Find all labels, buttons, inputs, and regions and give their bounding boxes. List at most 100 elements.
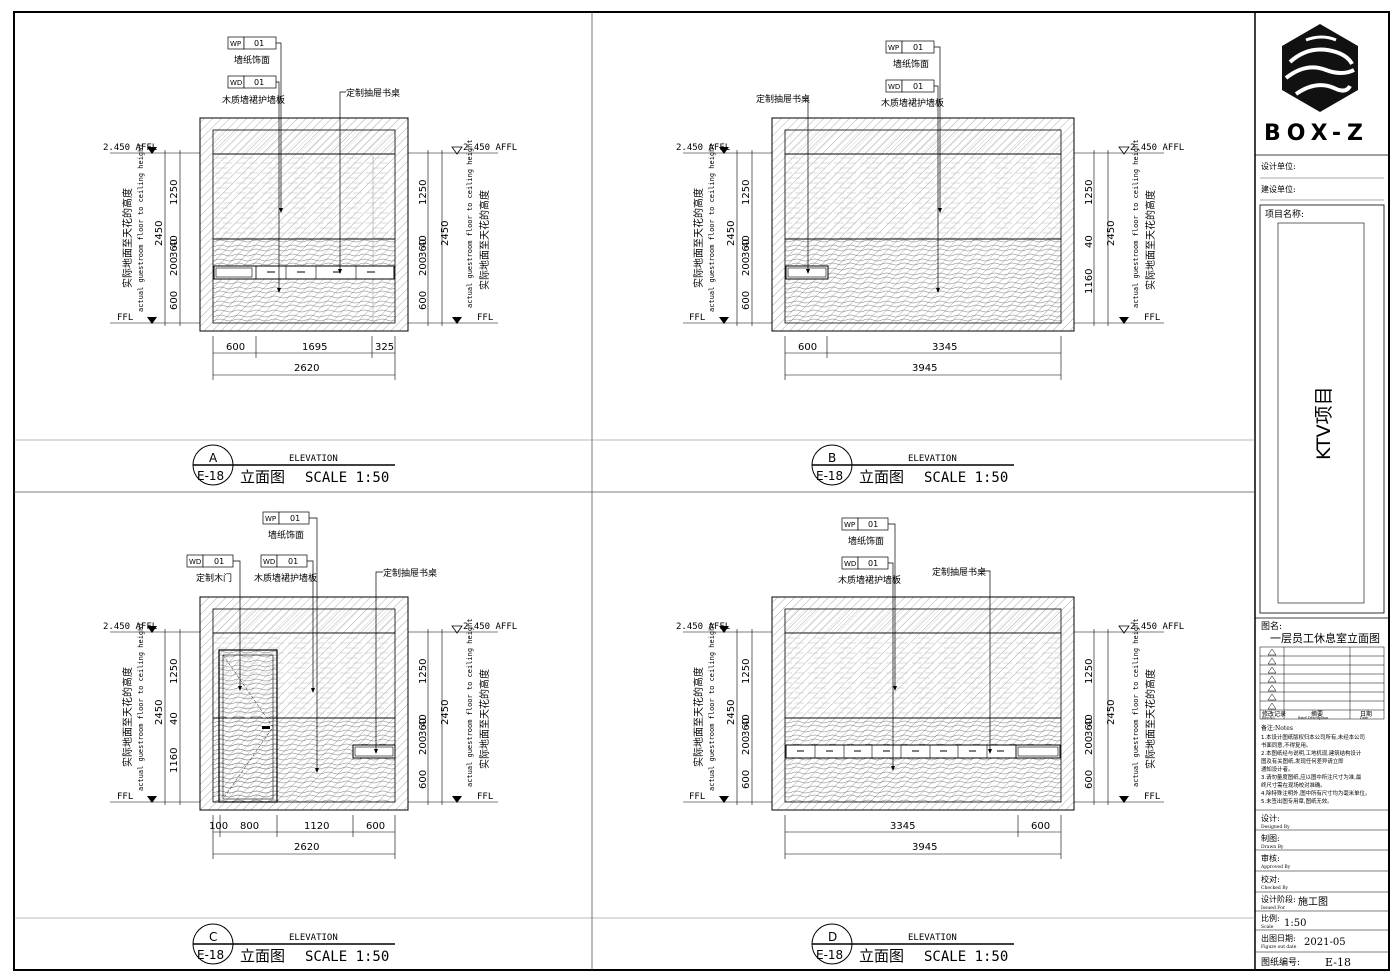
designed-label: 设计:: [1261, 813, 1280, 823]
wood-panel-area: [784, 238, 1062, 324]
dim-left-1160: 1160: [169, 748, 180, 773]
rev-header-date: 日期: [1360, 710, 1372, 718]
dim-right-40: 40: [418, 235, 429, 248]
date-label: 出图日期:: [1261, 933, 1296, 943]
note-line: 终尺寸需在现场校对准确。: [1261, 781, 1326, 789]
dim-right-360: 360: [418, 239, 429, 258]
tag-wd-label: 木质墙裙护墙板: [881, 97, 944, 109]
caption-id: D: [828, 930, 837, 944]
dim-left-600: 600: [741, 770, 752, 789]
dim-bottom-total: 2620: [294, 363, 319, 374]
drawing-name-label: 图名:: [1261, 620, 1282, 632]
side-label-cn-right: 实际地面至天花的高度: [478, 190, 491, 290]
revision-table: [1259, 646, 1385, 720]
issue-label-en: Issued For: [1261, 905, 1286, 911]
dim-bottom-600: 600: [366, 821, 385, 832]
rev-header-desc-en: Brief Description: [1298, 716, 1329, 720]
dim-right-360: 360: [418, 718, 429, 737]
callout-desk: 定制抽屉书桌: [932, 566, 986, 578]
ffl-right: FFL: [477, 792, 493, 802]
tag-wd-label: 木质墙裙护墙板: [222, 94, 285, 106]
caption-title-cn: 立面图: [859, 947, 904, 965]
scale-label-en: Scale: [1261, 924, 1274, 930]
elevation-panel-b: 2.450 AFFL 2.450 AFFL FFL FFL 1250 40 36…: [676, 40, 1184, 486]
ceiling-band: [212, 608, 396, 634]
affl-right: 2.450 AFFL: [1130, 622, 1184, 632]
callout-desk: 定制抽屉书桌: [756, 93, 810, 105]
tag-wd-num: 01: [254, 78, 264, 87]
project-name: KTV项目: [1313, 386, 1335, 460]
side-label-cn-left: 实际地面至天花的高度: [121, 667, 134, 767]
dim-right-600: 600: [1084, 770, 1095, 789]
design-unit-label: 设计单位:: [1261, 161, 1296, 171]
door-handle: [262, 726, 270, 729]
side-label-en-right: actual guestroom floor to ceiling height: [466, 618, 474, 787]
dim-left-overall: 2450: [726, 700, 737, 725]
dim-bottom-3345: 3345: [890, 821, 915, 832]
dim-left-360: 360: [169, 239, 180, 258]
side-label-cn-left: 实际地面至天花的高度: [692, 188, 705, 288]
rev-header-desc: 摘要: [1311, 710, 1323, 718]
tag-wp-code: WP: [844, 521, 855, 529]
note-line: 图及有关图纸,发现任何差异请立即: [1261, 757, 1344, 765]
approved-label: 审核:: [1261, 853, 1280, 863]
dim-left-1250: 1250: [169, 180, 180, 205]
dim-right-overall: 2450: [1106, 700, 1117, 725]
dim-bottom-100: 100: [209, 821, 228, 832]
ceiling-band: [784, 608, 1062, 634]
caption-title-cn: 立面图: [240, 947, 285, 965]
affl-right: 2.450 AFFL: [1130, 143, 1184, 153]
side-label-cn-left: 实际地面至天花的高度: [692, 667, 705, 767]
dim-left-40: 40: [169, 235, 180, 248]
note-line: 3.请勿量度图纸,应以图中所注尺寸为准,最: [1261, 773, 1362, 781]
scale-label: 比例:: [1261, 913, 1280, 923]
dim-left-600: 600: [741, 291, 752, 310]
dim-left-360: 360: [741, 239, 752, 258]
tag-door-num: 01: [214, 557, 224, 566]
wood-panel-area: [784, 717, 1062, 803]
caption-sheet: E-18: [197, 948, 224, 962]
dim-left-200: 200: [169, 257, 180, 276]
caption-sheet: E-18: [816, 469, 843, 483]
dim-right-200: 200: [418, 257, 429, 276]
scale-value: 1:50: [1284, 918, 1306, 929]
tag-wp-code: WP: [888, 44, 899, 52]
side-label-cn-right: 实际地面至天花的高度: [1144, 669, 1157, 769]
note-line: 4.除特殊注明外,图中所有尺寸均为毫米单位。: [1261, 789, 1370, 797]
caption-sheet: E-18: [197, 469, 224, 483]
dim-left-40: 40: [741, 714, 752, 727]
dim-bottom-325: 325: [375, 342, 394, 353]
box-z-logo: BOX-Z: [1264, 24, 1369, 146]
elevation-panel-c: 2.450 AFFL 2.450 AFFL FFL FFL 1250 40 11…: [103, 511, 517, 965]
sheet-value: E-18: [1325, 956, 1351, 969]
dim-right-1250: 1250: [1084, 659, 1095, 684]
caption-scale: SCALE 1:50: [305, 949, 389, 965]
callout-desk: 定制抽屉书桌: [346, 87, 400, 99]
dim-right-200: 200: [1084, 736, 1095, 755]
issue-label: 设计阶段:: [1261, 894, 1296, 904]
notes-list: 1.本设计图纸版权归本公司所有,未经本公司 书面同意,不得复用。 2.本图纸经与…: [1261, 733, 1370, 805]
logo-text: BOX-Z: [1264, 121, 1369, 146]
tag-wd-num: 01: [288, 557, 298, 566]
dim-right-1160: 1160: [1084, 269, 1095, 294]
title-block: BOX-Z 设计单位: 建设单位: 项目名称: KTV项目 图名: 一层员工休息…: [1255, 24, 1389, 969]
dim-left-1250: 1250: [741, 659, 752, 684]
tag-wd-label: 木质墙裙护墙板: [838, 574, 901, 586]
tag-door-label: 定制木门: [196, 572, 232, 584]
dim-right-600: 600: [418, 291, 429, 310]
dim-left-overall: 2450: [726, 221, 737, 246]
rev-header-no-en: Rev.No.: [1262, 716, 1276, 720]
dim-right-200: 200: [418, 736, 429, 755]
affl-left: 2.450 AFFL: [103, 143, 157, 153]
dim-bottom-1120: 1120: [304, 821, 329, 832]
dim-right-overall: 2450: [440, 221, 451, 246]
side-label-en-left: actual guestroom floor to ceiling height: [137, 143, 145, 312]
side-label-cn-left: 实际地面至天花的高度: [121, 188, 134, 288]
client-label: 建设单位:: [1261, 184, 1296, 194]
side-label-en-left: actual guestroom floor to ceiling height: [137, 622, 145, 791]
wallpaper-area: [784, 632, 1062, 719]
caption-title-en: ELEVATION: [289, 933, 338, 943]
caption-title-cn: 立面图: [240, 468, 285, 486]
ffl-left: FFL: [117, 313, 133, 323]
tag-wd-num: 01: [868, 559, 878, 568]
